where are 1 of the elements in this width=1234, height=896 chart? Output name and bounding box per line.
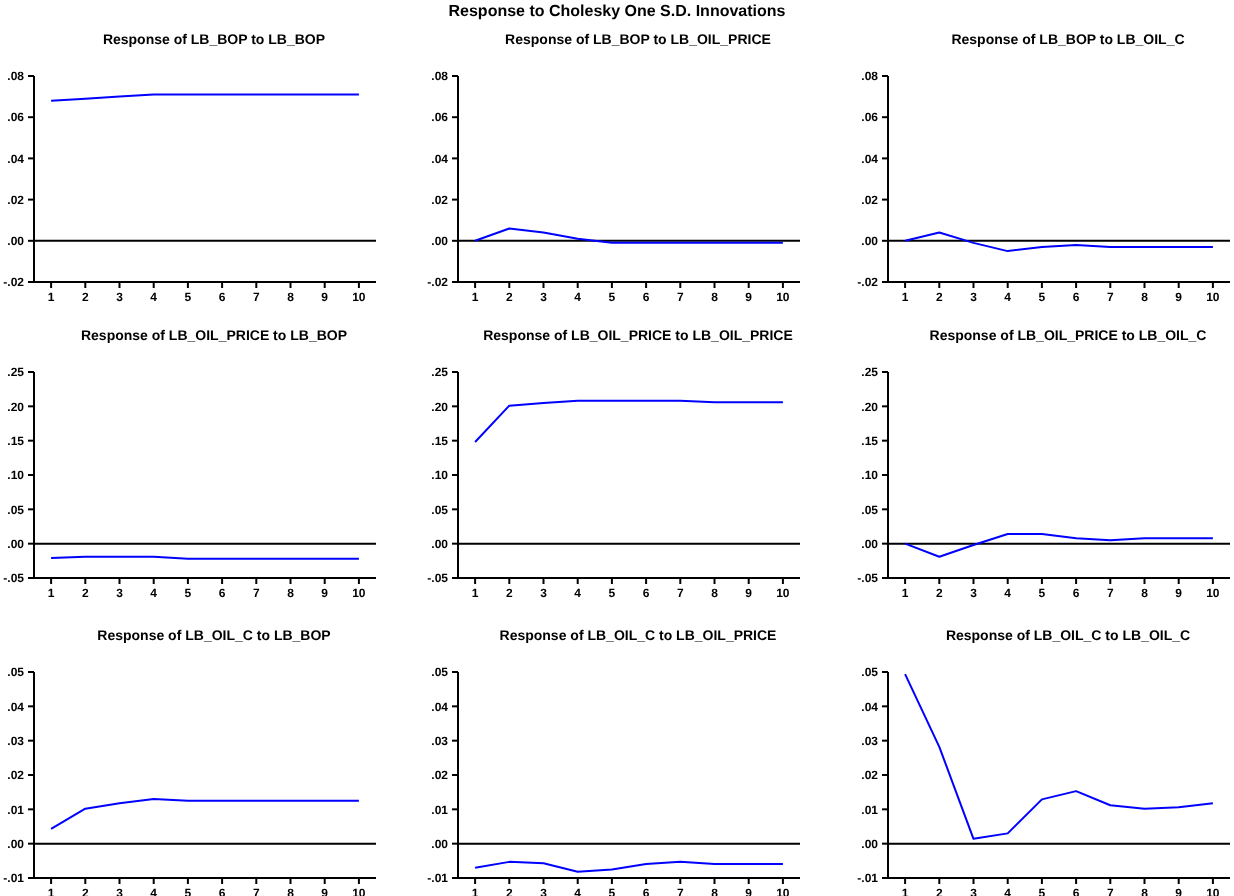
text: Response to Cholesky One S.D. Innovations — [446, 2, 788, 20]
